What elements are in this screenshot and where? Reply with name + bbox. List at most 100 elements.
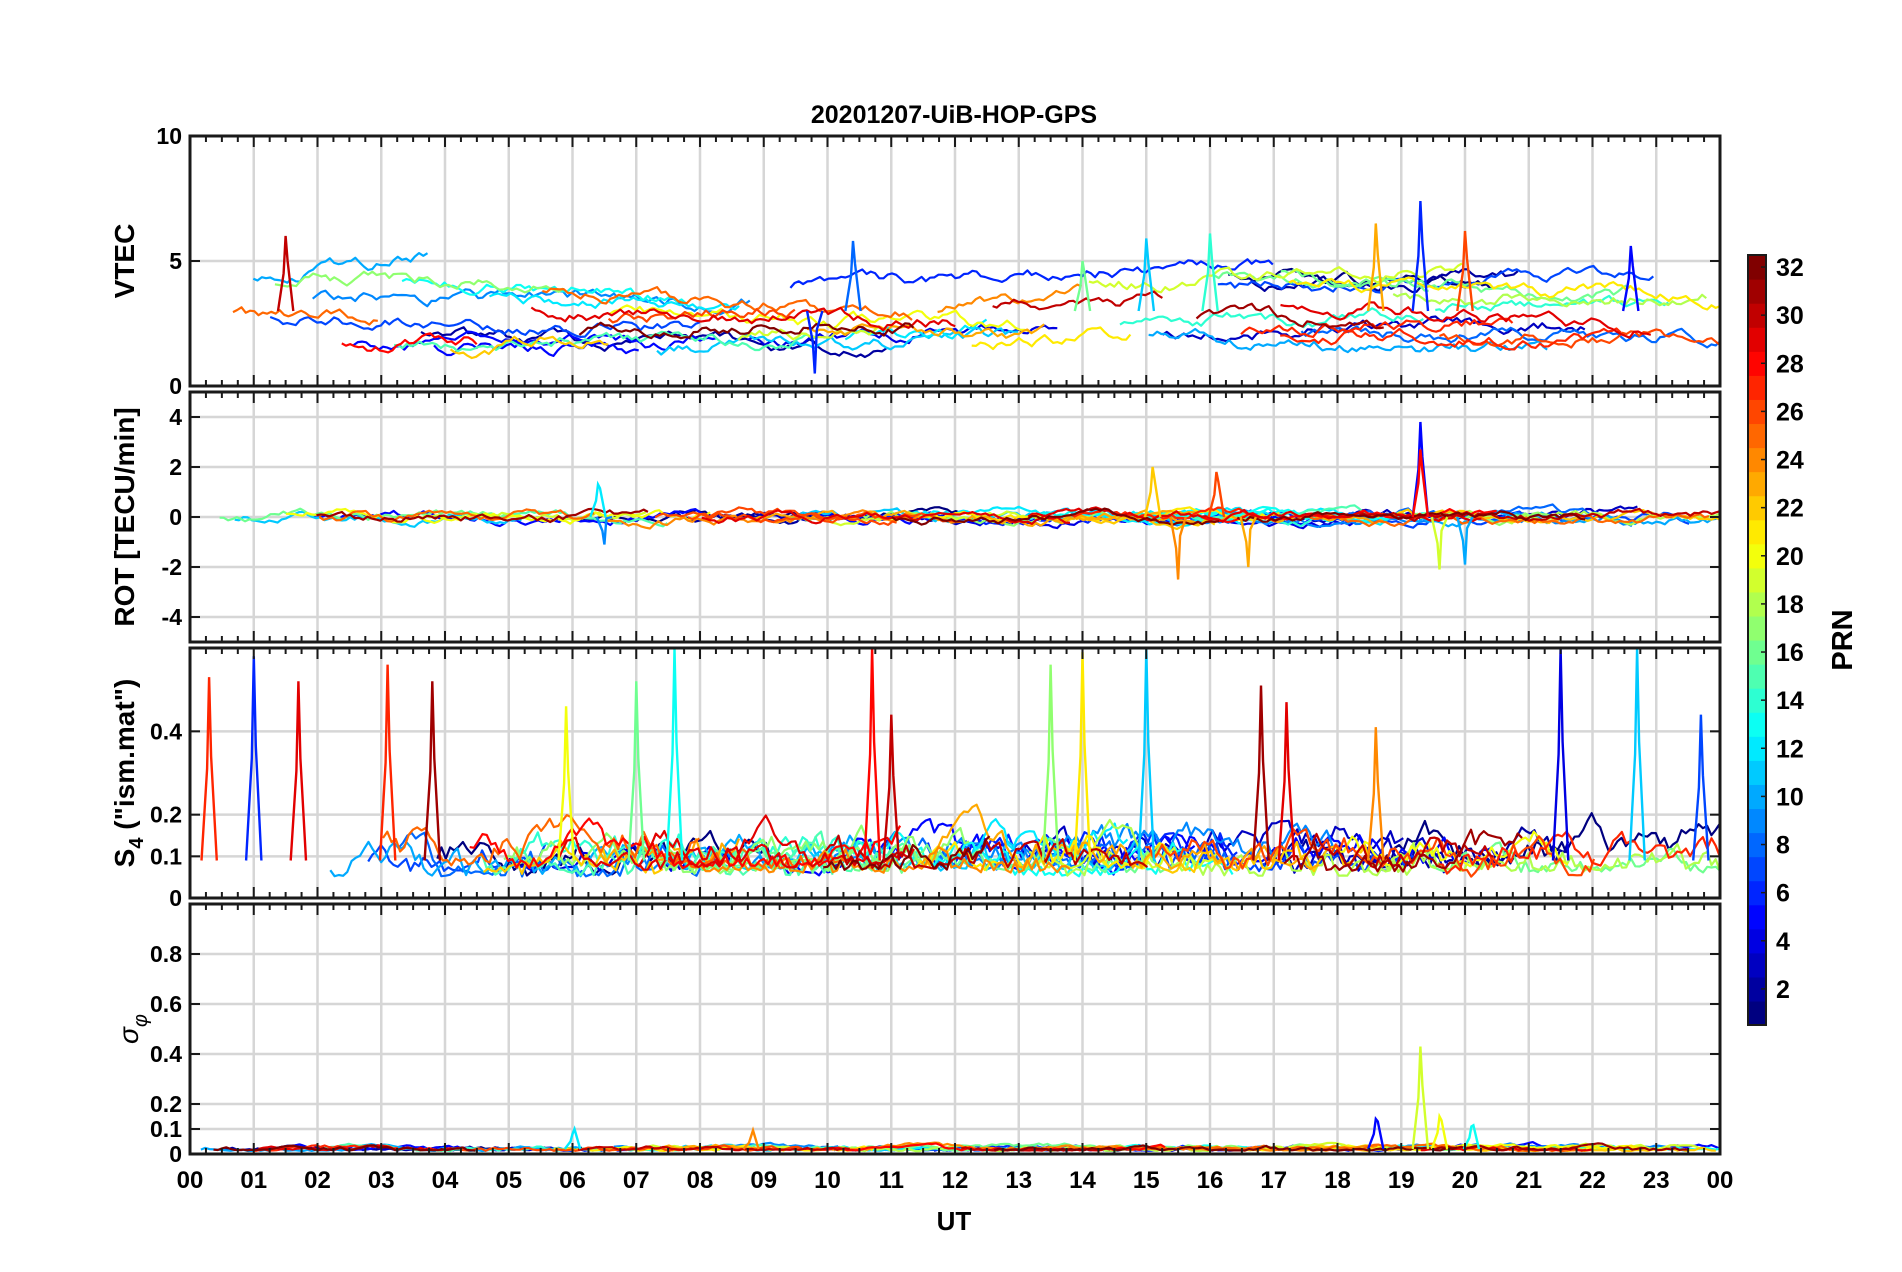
series-line-prn-29: [1280, 301, 1652, 339]
y-axis-label-rot: ROT [TECU/min]: [109, 407, 140, 626]
feature-peak-sigma-0: [1411, 1046, 1430, 1150]
x-tick-label: 22: [1579, 1167, 1606, 1194]
y-tick-label: 2: [169, 454, 182, 480]
colorbar-tick-label: 30: [1776, 302, 1804, 330]
y-axis-label-s4: S4 ("ism.mat"): [109, 679, 148, 868]
x-tick-label: 17: [1260, 1167, 1287, 1194]
colorbar-swatch: [1748, 784, 1766, 810]
feature-peak-s4-6: [627, 681, 646, 861]
series-line-prn-10: [1148, 327, 1548, 354]
y-tick-label: -2: [162, 554, 182, 580]
feature-peak-s4-2: [289, 681, 308, 861]
y-tick-label: 10: [156, 123, 182, 149]
series-line-prn-22: [449, 335, 609, 360]
feature-peak-s4-8: [863, 648, 881, 861]
feature-peak-sigma-4: [742, 1126, 760, 1150]
feature-peak-s4-18: [1692, 714, 1710, 861]
series-line-prn-27: [1438, 830, 1720, 875]
panel-vtec: 0 5 10 VTEC: [109, 123, 1722, 399]
series-line-prn-32: [1236, 510, 1586, 523]
x-ticks-vtec: [189, 136, 1721, 386]
x-tick-label: 16: [1197, 1167, 1224, 1194]
x-tick-label: 10: [814, 1167, 841, 1194]
series-line-prn-30: [1358, 507, 1720, 523]
x-tick-label: 11: [879, 1167, 904, 1194]
series-line-prn-21: [1288, 276, 1720, 311]
colorbar-tick-label: 16: [1776, 639, 1804, 667]
x-tick-label: 07: [623, 1167, 650, 1194]
series-group-rot: [219, 421, 1720, 580]
x-tick-label: 02: [304, 1167, 331, 1194]
feature-peak-vtec-0: [276, 235, 295, 312]
feature-peak-vtec-7: [1456, 230, 1474, 312]
x-axis-label: UT: [937, 1206, 972, 1236]
feature-peak-sigma-3: [563, 1125, 582, 1150]
series-line-prn-29: [701, 509, 1071, 526]
feature-peak-sigma-1: [1430, 1112, 1449, 1150]
feature-peak-s4-4: [423, 681, 442, 861]
x-tick-label: 13: [1005, 1167, 1032, 1194]
colorbar-swatch: [1748, 928, 1766, 954]
feature-peak-rot-7: [1411, 449, 1430, 518]
colorbar-swatch: [1748, 327, 1766, 352]
x-tick-label: 05: [495, 1167, 522, 1194]
colorbar-swatch: [1748, 904, 1766, 930]
feature-peak-sigma-5: [1462, 1123, 1481, 1150]
feature-peak-rot-9: [1456, 516, 1474, 565]
feature-peak-s4-7: [665, 648, 684, 861]
colorbar-swatch: [1748, 664, 1766, 689]
colorbar-swatch: [1748, 351, 1766, 376]
colorbar-label: PRN: [1827, 609, 1859, 670]
x-tick-label: 15: [1133, 1167, 1160, 1194]
x-tick-label: 04: [432, 1167, 459, 1194]
feature-peak-rot-3: [1169, 516, 1187, 580]
y-tick-label: -4: [162, 604, 183, 630]
series-line-prn-21: [911, 833, 1174, 872]
feature-peak-vtec-3: [1137, 238, 1156, 312]
feature-peak-vtec-4: [1201, 233, 1219, 312]
colorbar-swatch: [1748, 591, 1766, 617]
x-tick-label: 20: [1452, 1167, 1479, 1194]
colorbar-tick-label: 6: [1776, 880, 1790, 908]
colorbar-swatch: [1748, 1000, 1766, 1026]
colorbar-swatch: [1748, 519, 1766, 545]
series-line-prn-5: [433, 341, 639, 357]
colorbar-tick-label: 32: [1776, 254, 1804, 282]
y-tick-label: 0: [169, 1141, 182, 1167]
series-line-prn-16: [219, 507, 509, 523]
series-line-prn-8: [397, 831, 702, 878]
x-tick-label: 00: [177, 1167, 204, 1194]
x-tick-label: 14: [1069, 1167, 1096, 1194]
y-tick-label: 0: [169, 373, 182, 399]
x-ticks-rot: [189, 392, 1721, 642]
series-group-sigma: [200, 1046, 1720, 1153]
series-line-prn-6: [789, 258, 1274, 289]
y-tick-label: 5: [169, 248, 182, 274]
colorbar-swatch: [1748, 375, 1766, 400]
series-line-prn-19: [737, 326, 882, 341]
x-tick-label: 12: [942, 1167, 969, 1194]
x-tick-label: 06: [559, 1167, 586, 1194]
feature-peak-rot-4: [1207, 471, 1226, 518]
y-axis-label-vtec: VTEC: [109, 224, 140, 299]
panel-rot: -4 -2 0 2 4 ROT [TECU/min]: [109, 390, 1722, 644]
y-tick-label: 0.2: [150, 802, 182, 828]
x-tick-label: 19: [1388, 1167, 1415, 1194]
series-line-prn-27: [1280, 327, 1622, 351]
x-tick-label: 18: [1324, 1167, 1351, 1194]
y-tick-label: 0.6: [150, 991, 182, 1017]
series-line-prn-31: [1283, 828, 1523, 873]
series-line-prn-25: [232, 306, 378, 326]
x-tick-label: 09: [750, 1167, 777, 1194]
feature-peak-vtec-6: [1411, 200, 1430, 312]
y-tick-label: 0.4: [150, 718, 182, 744]
colorbar-swatch: [1748, 447, 1766, 473]
feature-peak-s4-12: [1137, 648, 1156, 861]
feature-peak-s4-9: [882, 714, 901, 861]
colorbar-swatch: [1748, 856, 1766, 882]
feature-peak-rot-8: [1430, 516, 1449, 570]
series-line-prn-12: [489, 292, 740, 311]
series-line-prn-14: [1435, 294, 1669, 313]
colorbar-swatch: [1748, 495, 1766, 521]
